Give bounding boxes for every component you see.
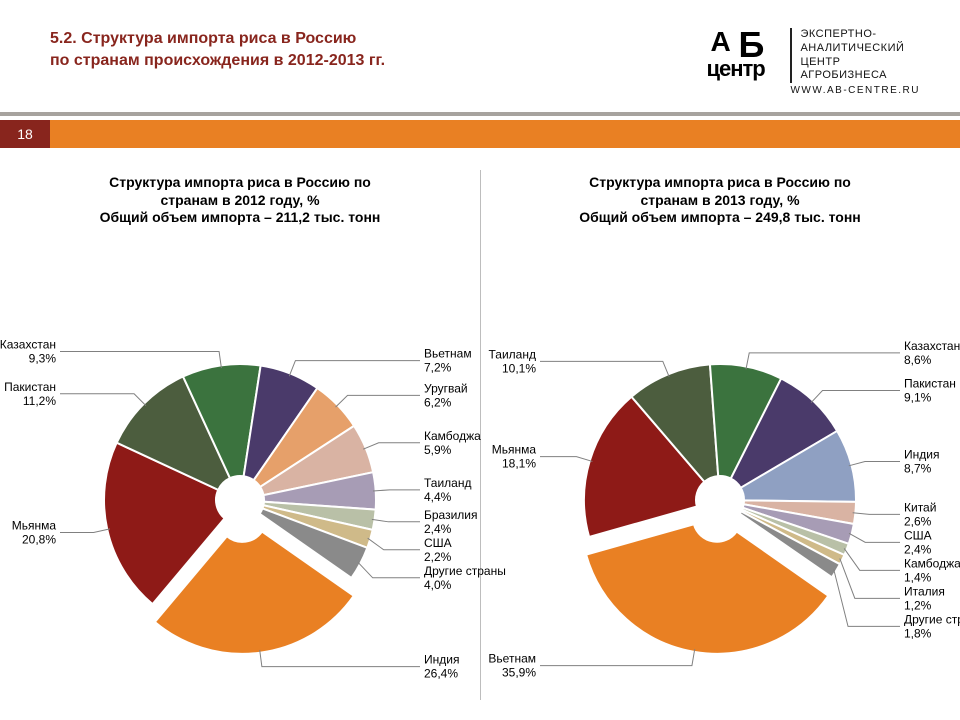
- leader-line: [373, 490, 420, 491]
- logo-url: WWW.AB-CENTRE.RU: [790, 85, 920, 96]
- chart-2013: Структура импорта риса в Россию по стран…: [480, 170, 960, 702]
- pie-2013: Таиланд10,1% Мьянма18,1% Вьетнам35,9% Казах…: [480, 170, 960, 702]
- page-number-badge: 18: [0, 120, 50, 148]
- slice-pct: 4,0%: [424, 578, 452, 592]
- slice-label: Казахстан: [904, 339, 960, 353]
- slice-pct: 4,4%: [424, 490, 452, 504]
- slice-label: Другие страны: [904, 612, 960, 626]
- slice-pct: 8,6%: [904, 353, 932, 367]
- leader-line: [372, 519, 420, 521]
- leader-line: [840, 558, 900, 598]
- leader-line: [853, 513, 900, 515]
- pie-2012: Казахстан9,3% Пакистан11,2% Мьянма20,8% Вье…: [0, 170, 480, 702]
- leader-line: [811, 390, 900, 402]
- slice-label: Пакистан: [4, 380, 56, 394]
- slice-label: Камбоджа: [424, 429, 481, 443]
- slice-pct: 9,3%: [29, 351, 57, 365]
- slice-pct: 9,1%: [904, 390, 932, 404]
- divider-gray: [0, 112, 960, 116]
- slice-label: Уругвай: [424, 381, 468, 395]
- slide-title: 5.2. Структура импорта риса в Россию по …: [50, 28, 385, 100]
- leader-line: [289, 361, 420, 377]
- slice-pct: 6,2%: [424, 395, 452, 409]
- slice-pct: 2,2%: [424, 550, 452, 564]
- slice-label: Мьянма: [12, 519, 57, 533]
- slice-label: Вьетнам: [424, 347, 472, 361]
- slice-label: Пакистан: [904, 376, 956, 390]
- divider-orange: [50, 120, 960, 148]
- slice-pct: 20,8%: [22, 533, 56, 547]
- slice-label: Бразилия: [424, 508, 478, 522]
- leader-line: [540, 361, 669, 376]
- slice-label: США: [424, 536, 452, 550]
- slice-label: Индия: [904, 448, 939, 462]
- slice-pct: 1,2%: [904, 598, 932, 612]
- slice-pct: 10,1%: [502, 361, 536, 375]
- title-line-1: 5.2. Структура импорта риса в Россию: [50, 30, 356, 47]
- leader-line: [540, 649, 695, 665]
- slice-pct: 1,8%: [904, 626, 932, 640]
- logo-mark: А Б центр: [708, 28, 782, 88]
- leader-line: [60, 529, 110, 533]
- chart-2012: Структура импорта риса в Россию по стран…: [0, 170, 480, 702]
- slice-label: Таиланд: [489, 347, 536, 361]
- slice-label: Вьетнам: [488, 652, 536, 666]
- leader-line: [358, 562, 420, 578]
- slice-pct: 8,7%: [904, 462, 932, 476]
- leader-line: [368, 538, 420, 550]
- slice-label: Китай: [904, 500, 936, 514]
- slice-pct: 7,2%: [424, 361, 452, 375]
- slice-label: Таиланд: [424, 476, 471, 490]
- slice-pct: 18,1%: [502, 457, 536, 471]
- leader-line: [746, 353, 900, 369]
- slice-pct: 26,4%: [424, 667, 458, 681]
- title-line-2: по странам происхождения в 2012-2013 гг.: [50, 52, 385, 69]
- slice-label: США: [904, 528, 932, 542]
- slice-label: Камбоджа: [904, 556, 960, 570]
- leader-line: [363, 443, 420, 449]
- leader-line: [844, 548, 900, 570]
- leader-line: [336, 395, 420, 407]
- leader-line: [849, 533, 900, 542]
- slice-label: Мьянма: [492, 443, 537, 457]
- slice-pct: 2,4%: [424, 522, 452, 536]
- leader-line: [849, 462, 900, 466]
- leader-line: [260, 650, 420, 667]
- leader-line: [60, 394, 146, 406]
- slice-label: Италия: [904, 584, 945, 598]
- slice-pct: 11,2%: [23, 394, 56, 408]
- slice-pct: 35,9%: [502, 666, 536, 680]
- leader-line: [60, 351, 221, 368]
- slice-pct: 1,4%: [904, 570, 932, 584]
- slice-label: Казахстан: [0, 337, 56, 351]
- logo: А Б центр ЭКСПЕРТНО- АНАЛИТИЧЕСКИЙ ЦЕНТР…: [708, 28, 920, 100]
- logo-text: ЭКСПЕРТНО- АНАЛИТИЧЕСКИЙ ЦЕНТР АГРОБИЗНЕ…: [790, 28, 920, 96]
- slice-pct: 5,9%: [424, 443, 452, 457]
- leader-line: [540, 457, 592, 462]
- slice-pct: 2,4%: [904, 542, 932, 556]
- slice-pct: 2,6%: [904, 514, 932, 528]
- slice-label: Индия: [424, 653, 459, 667]
